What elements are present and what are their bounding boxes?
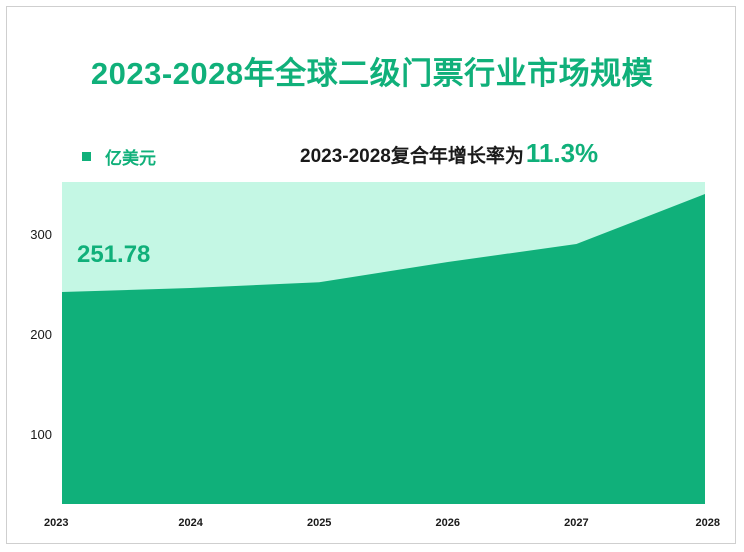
legend: 亿美元 xyxy=(82,144,156,169)
legend-label: 亿美元 xyxy=(105,149,156,168)
x-tick-label: 2027 xyxy=(564,517,588,529)
y-tick-label: 200 xyxy=(30,327,52,342)
x-tick-label: 2026 xyxy=(436,517,460,529)
x-tick-label: 2025 xyxy=(307,517,331,529)
x-tick-label: 2024 xyxy=(178,517,203,529)
cagr-label: 2023-2028复合年增长率为 xyxy=(300,146,524,167)
y-axis-ticks: 100 200 300 xyxy=(30,227,52,442)
area-series xyxy=(62,194,705,504)
y-tick-label: 100 xyxy=(30,427,52,442)
x-axis-ticks: 2023 2024 2025 2026 2027 2028 xyxy=(44,517,720,529)
x-tick-label: 2023 xyxy=(44,517,68,529)
y-tick-label: 300 xyxy=(30,227,52,242)
x-tick-label: 2028 xyxy=(696,517,720,529)
chart-title: 2023-2028年全球二级门票行业市场规模 xyxy=(90,56,654,91)
legend-swatch xyxy=(82,152,91,161)
data-label: 251.78 xyxy=(77,241,150,268)
cagr-annotation: 2023-2028复合年增长率为 11.3% xyxy=(300,138,598,169)
cagr-value: 11.3% xyxy=(525,138,599,168)
